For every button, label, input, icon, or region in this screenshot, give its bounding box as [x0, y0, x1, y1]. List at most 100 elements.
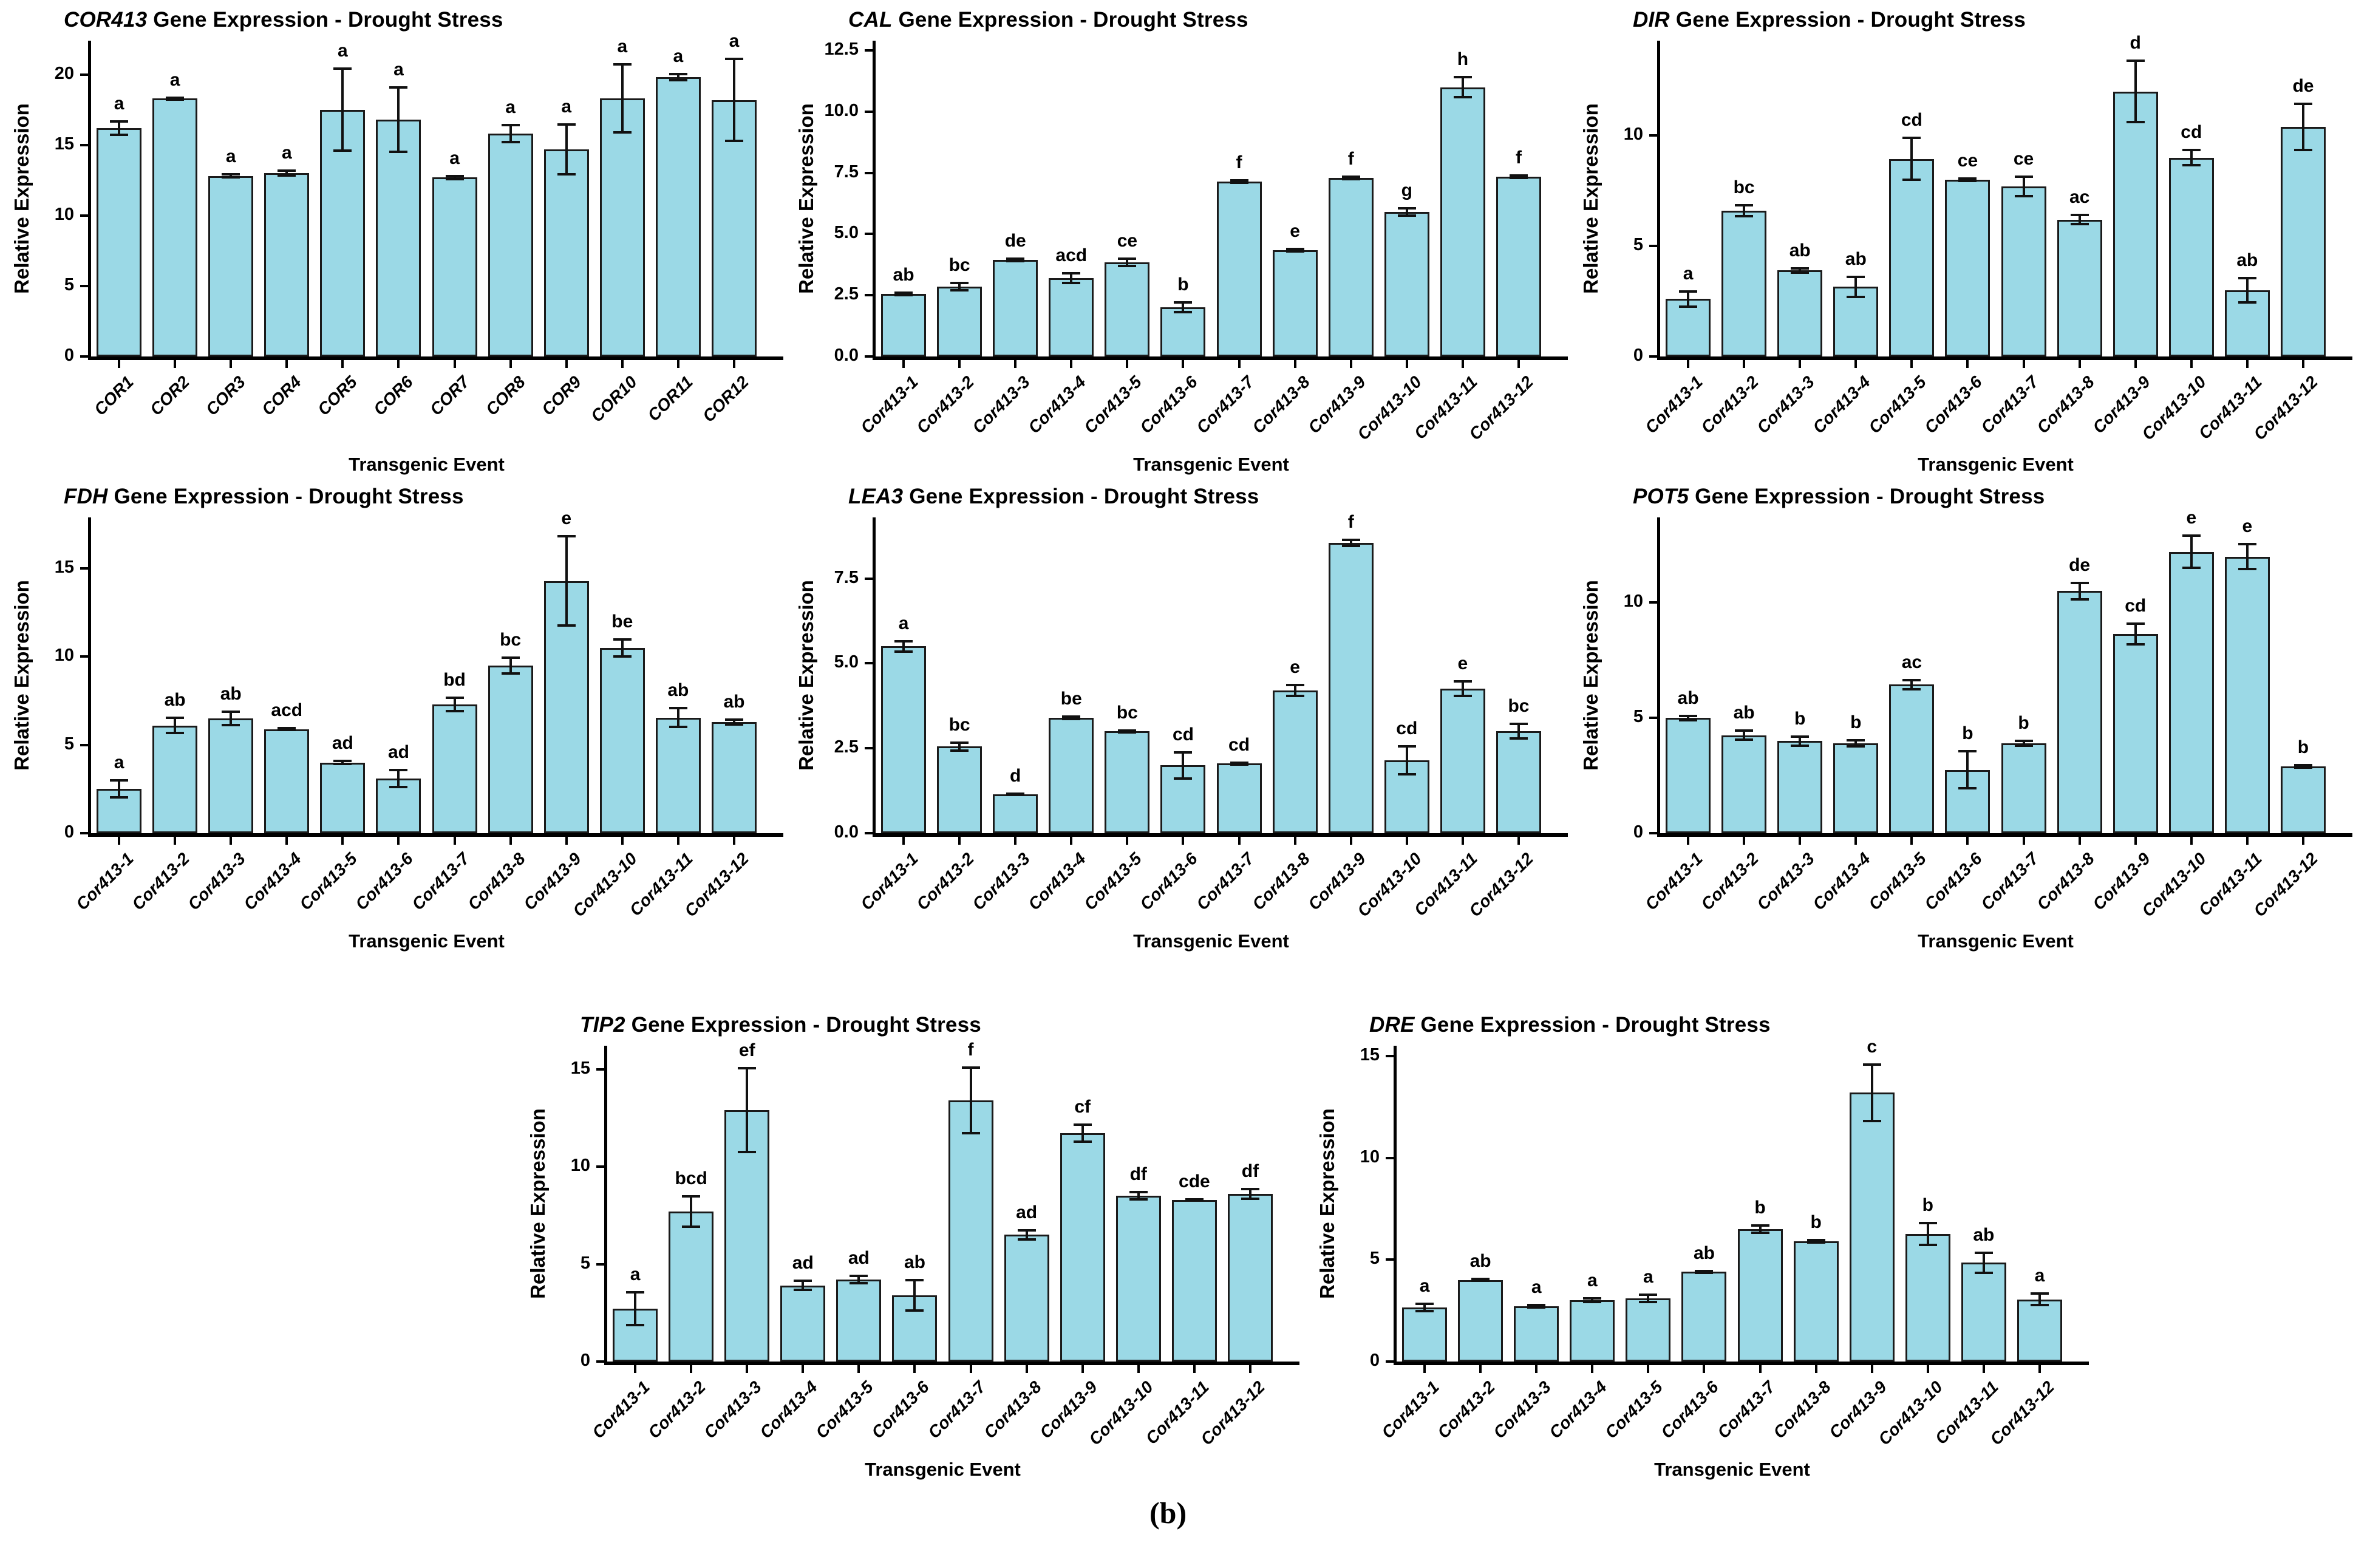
- error-bar-part: [1230, 763, 1248, 766]
- error-bar-part: [2022, 175, 2025, 198]
- error-bar: [1509, 174, 1528, 179]
- bar: [881, 646, 927, 833]
- bar: [2168, 551, 2214, 833]
- y-tick-label: 5.0: [834, 652, 859, 672]
- x-tick: [1535, 1365, 1538, 1373]
- error-bar: [445, 174, 464, 180]
- x-tick-label: Cor413-2: [1434, 1377, 1499, 1442]
- sig-letter: cd: [1396, 718, 1418, 738]
- bar: [2224, 290, 2270, 356]
- x-tick-label: Cor413-8: [2032, 372, 2098, 437]
- chart-title-gene: COR413: [64, 8, 148, 32]
- error-bar-part: [2190, 534, 2193, 570]
- bar: [2001, 743, 2046, 833]
- error-bar-part: [1647, 1293, 1650, 1304]
- error-bar-part: [732, 57, 735, 143]
- x-tick: [509, 837, 512, 845]
- x-tick: [902, 837, 905, 845]
- x-axis-line: [1657, 356, 2352, 360]
- error-bar-part: [626, 1324, 645, 1327]
- error-bar-part: [1695, 1271, 1714, 1274]
- x-axis-label: Transgenic Event: [1654, 1459, 1810, 1480]
- error-bar-part: [1527, 1304, 1546, 1307]
- x-tick: [397, 360, 400, 368]
- error-bar-part: [1814, 1239, 1817, 1244]
- error-bar-part: [1174, 777, 1193, 780]
- error-bar-part: [1453, 76, 1472, 79]
- x-tick: [2301, 360, 2304, 368]
- error-bar-part: [1341, 177, 1360, 180]
- sig-letter: ab: [1973, 1224, 1995, 1245]
- error-bar-part: [2014, 744, 2033, 747]
- error-bar: [1862, 1063, 1881, 1122]
- error-bar-part: [1285, 250, 1304, 253]
- sig-letter: cd: [1228, 735, 1250, 755]
- error-bar: [1174, 301, 1193, 314]
- x-tick-label: Cor413-7: [1192, 372, 1258, 437]
- error-bar-part: [230, 173, 233, 179]
- error-bar-part: [389, 785, 408, 788]
- error-bar-part: [1453, 680, 1472, 683]
- error-bar: [1185, 1198, 1204, 1202]
- sig-letter: a: [114, 752, 124, 773]
- sig-letter: f: [1515, 147, 1522, 168]
- error-bar-part: [278, 729, 296, 732]
- sig-letter: a: [729, 30, 740, 51]
- error-bar: [2030, 1292, 2049, 1307]
- y-tick: [1649, 601, 1657, 604]
- error-bar-part: [738, 1150, 757, 1153]
- error-bar-part: [746, 1067, 749, 1153]
- sig-letter: b: [2018, 713, 2029, 734]
- error-bar: [1341, 539, 1360, 547]
- error-bar-part: [1415, 1310, 1434, 1313]
- x-tick: [1926, 1365, 1929, 1373]
- error-bar: [278, 727, 296, 732]
- x-tick-label: COR6: [370, 372, 417, 419]
- sig-letter: ab: [2236, 250, 2258, 271]
- error-bar-part: [557, 624, 576, 627]
- error-bar: [1062, 715, 1081, 720]
- error-bar-part: [669, 726, 687, 729]
- error-bar-part: [509, 123, 512, 144]
- error-bar-part: [341, 760, 344, 766]
- error-bar: [2014, 740, 2033, 747]
- chart-title-rest: Gene Expression - Drought Stress: [1689, 485, 2045, 508]
- error-bar-part: [1241, 1197, 1259, 1200]
- bar: [2168, 157, 2214, 356]
- sig-letter: b: [1850, 712, 1862, 733]
- y-tick: [865, 49, 873, 52]
- error-bar: [1471, 1278, 1490, 1283]
- y-tick-label: 2.5: [834, 284, 859, 304]
- sig-letter: be: [1060, 688, 1082, 709]
- x-tick-label: Cor413-8: [1248, 372, 1313, 437]
- x-tick: [2134, 360, 2137, 368]
- bar: [488, 134, 533, 356]
- error-bar: [1174, 751, 1193, 780]
- x-tick-label: Cor413-1: [72, 849, 137, 914]
- x-axis-line: [88, 356, 783, 360]
- y-tick: [1386, 1156, 1394, 1159]
- error-bar: [1791, 267, 1810, 274]
- error-bar-part: [1453, 695, 1472, 698]
- error-bar: [1974, 1251, 1993, 1274]
- x-tick: [1070, 837, 1073, 845]
- error-bar: [1006, 792, 1025, 796]
- x-tick: [1461, 837, 1464, 845]
- error-bar-part: [1854, 739, 1858, 748]
- error-bar-part: [1509, 174, 1528, 177]
- sig-letter: a: [561, 96, 572, 117]
- chart-pot5: POT5 Gene Expression - Drought Stress Rel…: [1569, 480, 2353, 953]
- y-tick: [865, 233, 873, 236]
- error-bar: [2070, 214, 2089, 225]
- y-tick-label: 7.5: [834, 567, 859, 587]
- bar: [97, 128, 142, 356]
- x-tick: [230, 360, 233, 368]
- sig-letter: g: [1401, 180, 1412, 201]
- error-bar-part: [333, 67, 352, 70]
- y-tick-label: 0: [1633, 822, 1643, 842]
- error-bar-part: [2078, 214, 2081, 225]
- error-bar-part: [850, 1275, 868, 1278]
- error-bar: [1847, 276, 1865, 298]
- sig-letter: cde: [1179, 1171, 1210, 1191]
- sig-letter: c: [1867, 1036, 1878, 1057]
